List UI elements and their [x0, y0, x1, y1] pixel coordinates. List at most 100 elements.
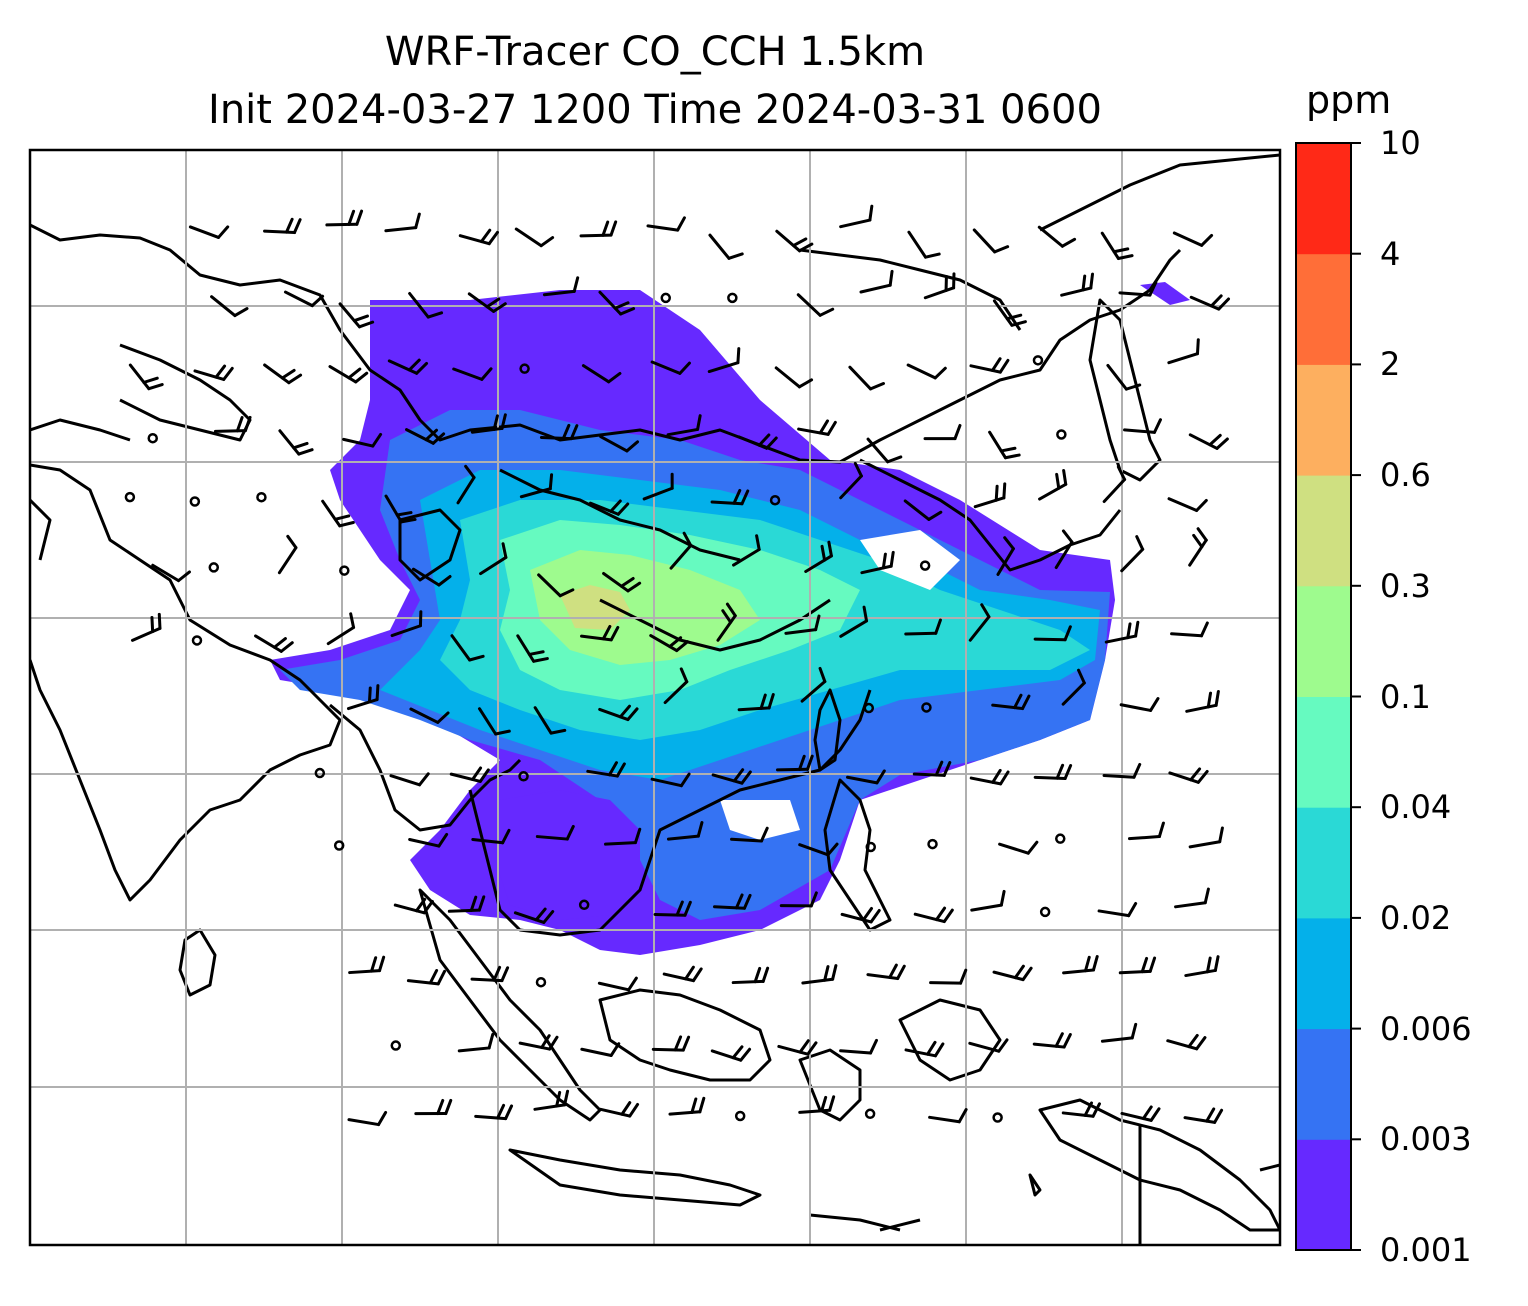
calm-wind-marker [256, 491, 267, 503]
wind-barb [972, 228, 1010, 254]
calm-wind-marker [535, 976, 547, 988]
wind-barb [519, 473, 554, 499]
wind-barb [346, 684, 380, 711]
wind-barb [210, 295, 249, 318]
wind-barb [1188, 433, 1229, 450]
colorbar-segment [1296, 143, 1351, 255]
wind-barb [730, 826, 769, 843]
wind-barb [992, 964, 1033, 982]
calm-wind-marker [124, 491, 136, 503]
wind-barb [408, 832, 449, 848]
wind-barb [450, 634, 485, 662]
wind-barb [405, 428, 446, 445]
wind-barb [1102, 762, 1142, 779]
wind-barb [991, 693, 1031, 711]
colorbar-tick-label: 0.6 [1380, 456, 1431, 495]
wind-barb [586, 761, 626, 778]
wind-barb [732, 534, 761, 567]
wind-barb [662, 965, 703, 983]
wind-barb [1170, 621, 1209, 638]
wind-barb [1120, 535, 1145, 573]
calm-wind-marker [147, 432, 158, 444]
colorbar-tick-label: 4 [1380, 234, 1401, 273]
wind-barb [598, 290, 636, 316]
map-frame [28, 148, 1282, 1247]
wind-barb [906, 363, 947, 380]
colorbar-segment [1296, 585, 1351, 697]
colorbar-unit-label: ppm [1306, 78, 1392, 122]
wind-barb [968, 603, 991, 642]
wind-barb [1118, 956, 1157, 975]
calm-wind-marker [1039, 906, 1051, 918]
wind-barb [1061, 668, 1086, 706]
wind-barb [903, 499, 943, 521]
colorbar-tick-label: 0.001 [1380, 1231, 1472, 1269]
wind-barb [348, 955, 386, 975]
wind-barb [848, 365, 885, 391]
wind-barb [969, 357, 1010, 374]
calm-wind-marker [1032, 355, 1044, 366]
wind-barb [1168, 767, 1209, 784]
wind-barb [581, 364, 622, 384]
wind-barb [737, 433, 778, 450]
calm-wind-marker [864, 1108, 876, 1120]
wind-barb [1184, 955, 1220, 978]
wind-barb [470, 413, 507, 434]
colorbar-tick-label: 2 [1380, 345, 1401, 384]
wind-barb [804, 540, 833, 573]
wind-barb [1167, 497, 1208, 512]
colorbar-segment [1296, 807, 1351, 919]
calm-wind-marker [518, 771, 529, 782]
wind-barb [390, 610, 423, 638]
wind-barb [518, 1034, 559, 1051]
calm-wind-marker [734, 1110, 746, 1122]
wind-barb [1189, 294, 1230, 311]
wind-barb [928, 1108, 968, 1124]
wind-barb [912, 760, 952, 777]
wind-barb [649, 634, 690, 653]
wind-barb [669, 531, 693, 570]
calm-wind-marker [865, 841, 877, 853]
wind-barb [537, 573, 575, 598]
colorbar-segment [1296, 917, 1351, 1030]
wind-barb [467, 292, 507, 313]
wind-barb [283, 290, 325, 308]
calm-wind-marker [1055, 833, 1066, 844]
wind-barb [1060, 272, 1094, 297]
wind-barb [796, 293, 835, 317]
wind-barb [477, 707, 511, 736]
wind-barb [839, 461, 863, 500]
colorbar-tick-label: 0.02 [1380, 898, 1452, 937]
wind-barb [1127, 821, 1165, 841]
wind-barb [409, 707, 450, 724]
wind-barb [1061, 1101, 1101, 1118]
colorbar-tick-label: 0.04 [1380, 788, 1452, 827]
wind-barb [923, 272, 956, 300]
wind-barb [188, 225, 230, 239]
wind-barb [973, 482, 1007, 509]
wind-barb [907, 230, 941, 259]
wind-barb [151, 563, 191, 583]
wind-barb [904, 618, 942, 636]
wind-barb [516, 634, 549, 663]
wind-barb [599, 435, 640, 453]
wind-barb [737, 693, 775, 712]
calm-wind-marker [727, 292, 738, 304]
colorbar-tick-label: 0.006 [1380, 1009, 1472, 1048]
colorbar-segment [1296, 364, 1351, 476]
calm-wind-marker [863, 702, 875, 714]
wind-barb [866, 437, 903, 464]
colorbar-tick-label: 0.3 [1380, 566, 1431, 605]
wind-barb [653, 900, 692, 917]
wind-barb [713, 893, 752, 910]
wind-barb [321, 499, 355, 528]
wind-barb [988, 430, 1021, 460]
wind-barb [779, 891, 818, 908]
wind-barb [213, 415, 252, 433]
calm-wind-marker [578, 899, 590, 911]
wind-barb [1166, 1033, 1207, 1051]
wind-barb [328, 365, 369, 384]
wind-barb [513, 907, 555, 924]
wind-barb [913, 906, 954, 924]
wind-barb [580, 1042, 621, 1057]
